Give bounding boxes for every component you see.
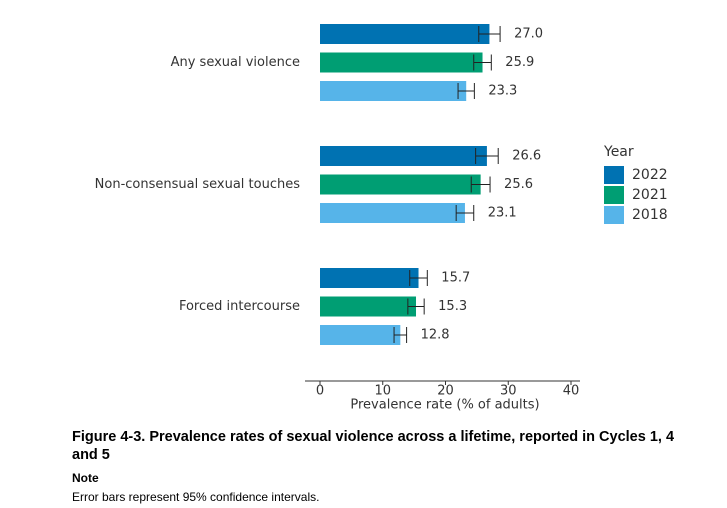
- error-bar: [407, 298, 425, 315]
- legend-swatch: [604, 206, 624, 224]
- error-bar: [457, 83, 475, 99]
- bar: [320, 268, 419, 288]
- value-label: 12.8: [421, 328, 450, 343]
- x-axis-label: Prevalence rate (% of adults): [350, 398, 539, 413]
- bar: [320, 296, 417, 317]
- x-tick-label: 0: [316, 384, 324, 399]
- legend-swatch: [604, 186, 624, 204]
- value-label: 26.6: [512, 149, 541, 164]
- bar: [320, 81, 467, 101]
- x-tick-label: 30: [500, 384, 517, 399]
- x-tick-label: 20: [437, 384, 454, 399]
- category-label: Forced intercourse: [179, 299, 300, 314]
- value-label: 23.1: [488, 206, 517, 221]
- x-tick-label: 10: [374, 384, 391, 399]
- error-bar: [470, 176, 491, 193]
- value-label: 15.7: [441, 271, 470, 286]
- error-bar: [478, 26, 501, 42]
- x-tick-label: 40: [563, 384, 580, 399]
- bar: [320, 146, 487, 166]
- category-label: Non-consensual sexual touches: [95, 177, 301, 192]
- legend-label: 2021: [632, 187, 668, 203]
- figure-caption: Figure 4-3. Prevalence rates of sexual v…: [72, 429, 675, 463]
- value-label: 15.3: [438, 299, 467, 314]
- legend-swatch: [604, 166, 624, 184]
- error-bar: [473, 54, 492, 71]
- value-label: 23.3: [488, 84, 517, 99]
- bar: [320, 174, 481, 195]
- bar: [320, 24, 490, 44]
- category-label: Any sexual violence: [171, 55, 300, 70]
- bar: [320, 203, 465, 223]
- note-title: Note: [72, 471, 99, 485]
- bar: [320, 325, 401, 345]
- legend-label: 2022: [632, 167, 668, 183]
- value-label: 25.6: [504, 177, 533, 192]
- value-label: 27.0: [514, 27, 543, 42]
- value-label: 25.9: [505, 55, 534, 70]
- chart: Prevalence rate (% of adults) Year 0 10 20…: [95, 24, 668, 413]
- note-text: Error bars represent 95% confidence inte…: [72, 490, 320, 504]
- error-bar: [455, 205, 475, 221]
- error-bar: [475, 148, 499, 164]
- error-bar: [393, 327, 408, 343]
- legend-title: Year: [603, 144, 634, 160]
- error-bar: [409, 270, 428, 286]
- bar: [320, 52, 483, 73]
- legend-label: 2018: [632, 207, 668, 223]
